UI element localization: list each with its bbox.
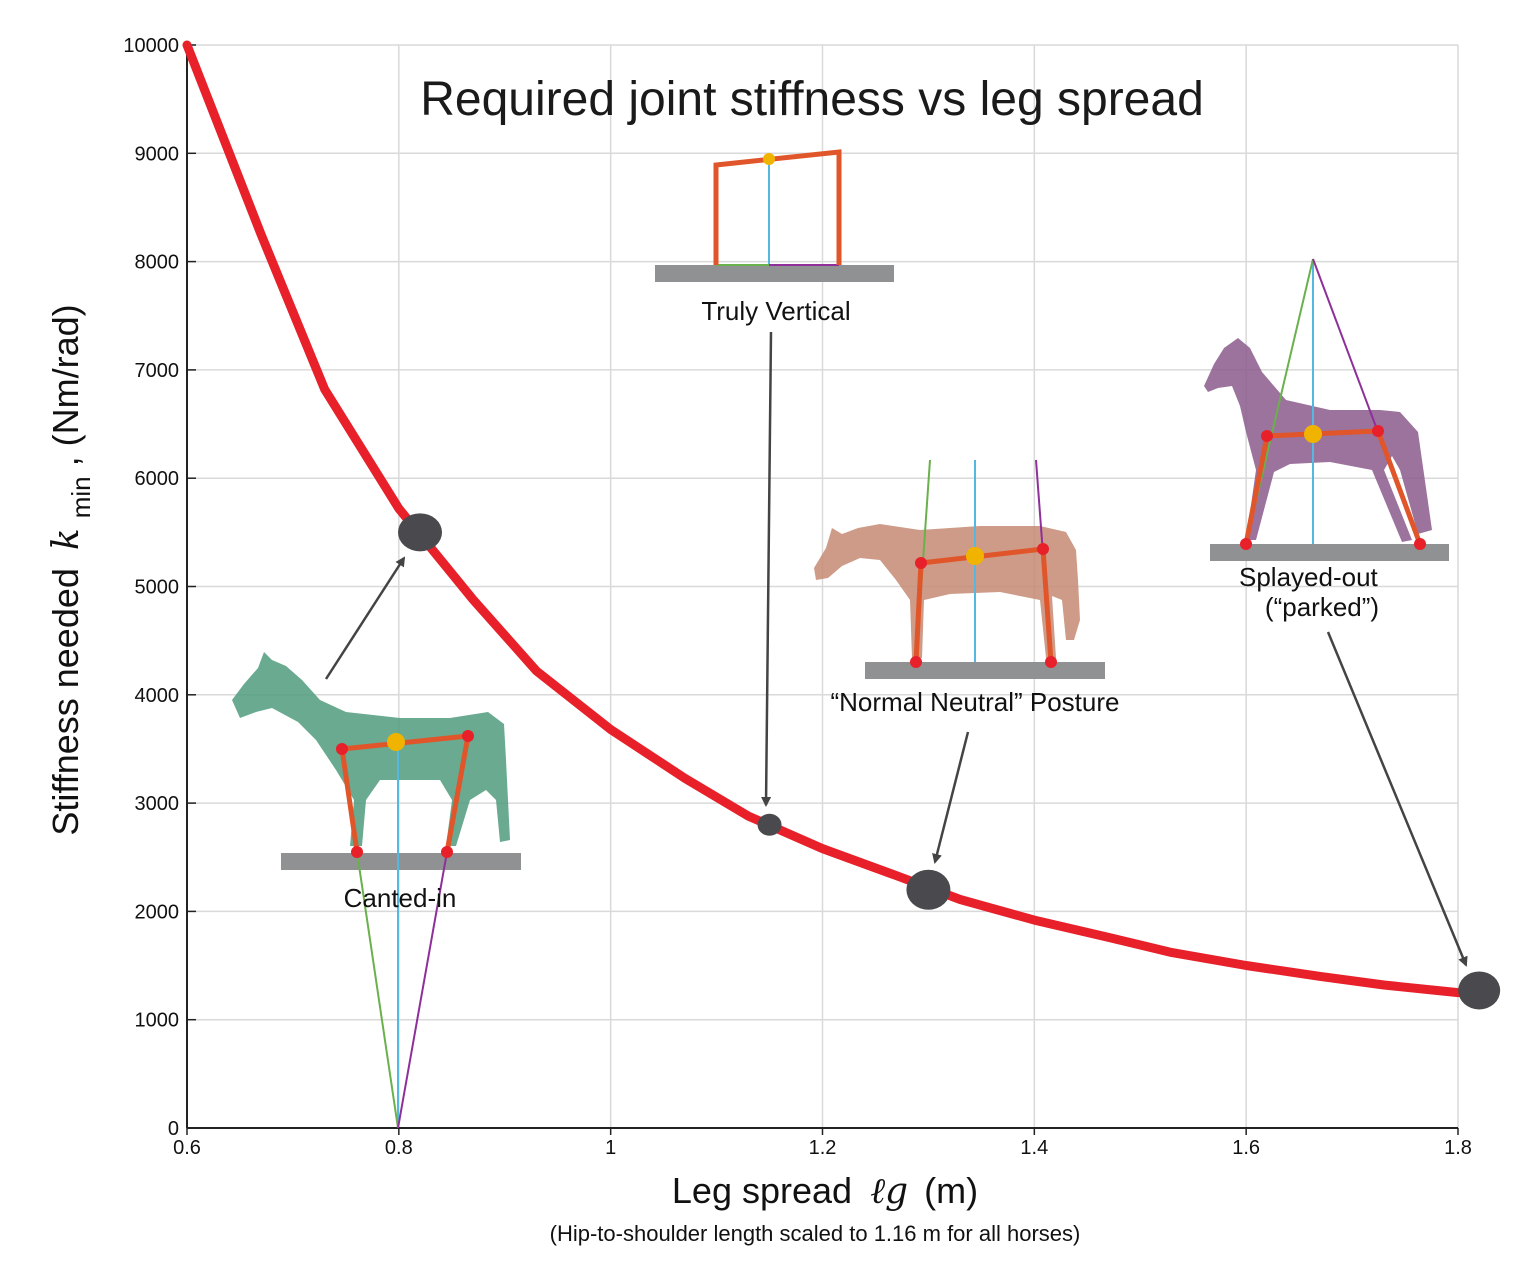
right-line-canted xyxy=(397,851,448,1129)
y-tick-label: 7000 xyxy=(135,360,180,382)
label-canted-in: Canted-in xyxy=(344,883,457,913)
canted-in-illustration xyxy=(232,652,521,1129)
x-tick-label: 1 xyxy=(605,1137,616,1159)
label-splayed-out-line2: (“parked”) xyxy=(1265,592,1379,622)
highlight-markers xyxy=(398,513,1501,1010)
joint-dot xyxy=(1261,430,1273,442)
com-dot xyxy=(387,733,405,751)
x-tick-label: 0.6 xyxy=(173,1137,201,1159)
normal-neutral-illustration xyxy=(814,459,1105,679)
ground-bar-neutral xyxy=(865,662,1105,679)
joint-dot xyxy=(441,846,453,858)
x-axis-note: (Hip-to-shoulder length scaled to 1.16 m… xyxy=(550,1221,1081,1246)
y-axis-label-unit: , (Nm/rad) xyxy=(45,304,86,466)
left-line-canted xyxy=(356,851,399,1129)
leg-frame-canted xyxy=(339,733,472,853)
y-tick-label: 2000 xyxy=(135,901,180,923)
label-splayed-out: Splayed-out (“parked”) xyxy=(1239,562,1385,622)
arrow-normal-neutral xyxy=(932,731,970,864)
y-tick-label: 9000 xyxy=(135,143,180,165)
truly-vertical-illustration xyxy=(655,149,894,282)
arrow-splayed-out xyxy=(1326,631,1468,967)
x-axis-label-prefix: Leg spread xyxy=(672,1170,852,1211)
tick-labels: 0.6 0.8 1 1.2 1.4 1.6 1.8 0 1000 2000 3000 4000 5000… xyxy=(123,35,1472,1159)
x-tick-label: 1.6 xyxy=(1232,1137,1260,1159)
label-truly-vertical: Truly Vertical xyxy=(701,296,850,326)
joint-dot xyxy=(351,846,363,858)
joint-dot xyxy=(1414,538,1426,550)
y-axis-label: Stiffness needed k min , (Nm/rad) xyxy=(45,304,98,835)
label-normal-neutral: “Normal Neutral” Posture xyxy=(831,687,1120,717)
arrow-truly-vertical xyxy=(761,331,773,807)
joint-dot xyxy=(915,557,927,569)
joint-dot xyxy=(1037,543,1049,555)
y-axis-label-symbol: k xyxy=(46,528,87,550)
joint-dot xyxy=(1240,538,1252,550)
com-dot xyxy=(1304,425,1322,443)
y-tick-label: 6000 xyxy=(135,468,180,490)
y-tick-label: 5000 xyxy=(135,577,180,599)
y-axis-label-subscript: min xyxy=(66,476,96,518)
highlight-point xyxy=(906,869,951,910)
com-dot xyxy=(966,547,984,565)
joint-dot xyxy=(1045,656,1057,668)
y-tick-label: 4000 xyxy=(135,685,180,707)
x-tick-label: 1.4 xyxy=(1020,1137,1048,1159)
series xyxy=(182,40,1463,998)
joint-dot xyxy=(336,743,348,755)
y-tick-label: 3000 xyxy=(135,793,180,815)
x-axis-label: Leg spread ℓg (m) xyxy=(672,1170,978,1212)
ground-bar-canted xyxy=(281,853,521,870)
ground-bar-splayed xyxy=(1210,544,1449,561)
joint-dot xyxy=(462,730,474,742)
y-tick-label: 10000 xyxy=(123,35,179,57)
arrow-canted-in xyxy=(324,556,406,680)
stiffness-curve xyxy=(182,40,1463,998)
x-axis-label-unit: (m) xyxy=(924,1170,978,1211)
highlight-point xyxy=(1458,971,1501,1010)
x-tick-label: 1.2 xyxy=(809,1137,837,1159)
x-tick-label: 0.8 xyxy=(385,1137,413,1159)
x-axis-label-symbol: ℓg xyxy=(870,1171,908,1212)
label-splayed-out-line1: Splayed-out xyxy=(1239,562,1379,592)
com-dot xyxy=(763,153,775,165)
y-tick-label: 1000 xyxy=(135,1010,180,1032)
splayed-out-illustration xyxy=(1204,258,1449,561)
green-horse-silhouette xyxy=(232,652,510,846)
joint-dot xyxy=(910,656,922,668)
y-tick-label: 8000 xyxy=(135,252,180,274)
joint-dot xyxy=(1372,425,1384,437)
ground-bar-vertical xyxy=(655,265,894,282)
chart-title: Required joint stiffness vs leg spread xyxy=(420,73,1204,126)
highlight-point xyxy=(757,813,782,836)
y-axis-label-prefix: Stiffness needed xyxy=(45,568,86,836)
y-tick-label: 0 xyxy=(168,1118,179,1140)
leg-frame-vertical xyxy=(713,149,842,265)
highlight-point xyxy=(398,513,443,552)
leg-frame-splayed xyxy=(1243,428,1423,545)
x-tick-label: 1.8 xyxy=(1444,1137,1472,1159)
tan-horse-silhouette xyxy=(814,524,1080,658)
